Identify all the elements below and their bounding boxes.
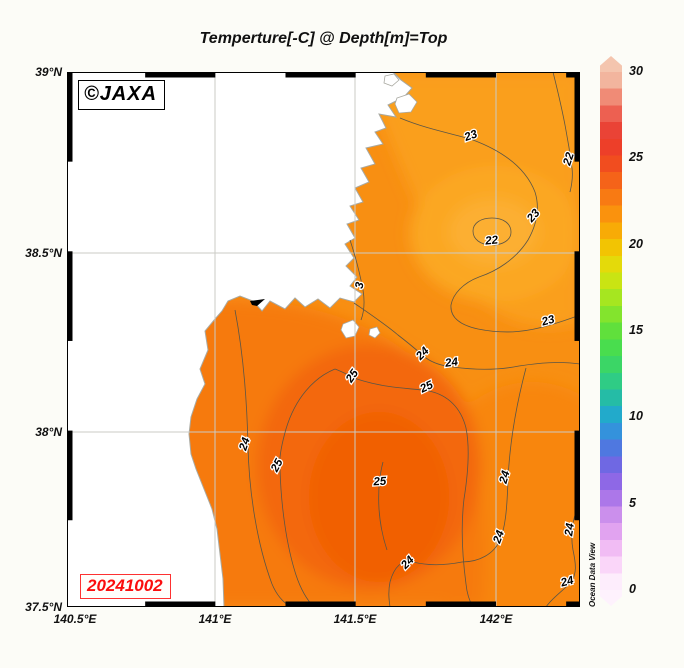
isotherm-contour-3 [349,239,365,321]
date-badge: 20241002 [80,574,171,599]
jaxa-watermark: ©JAXA [78,80,166,110]
isotherm-contour-5 [234,309,292,607]
isotherm-contour-2 [472,217,512,246]
border-bar-bottom [566,601,580,607]
contour-label-25: 25 [372,476,387,489]
isotherm-contour-8 [378,461,388,551]
x-tick-label: 140.5°E [53,612,97,626]
colorbar [600,72,622,590]
y-tick-label: 37.5°N [25,600,62,614]
island-1 [368,326,381,339]
island-3 [394,93,418,114]
colorbar-top-arrow [600,56,622,72]
contour-label-24: 24 [563,522,577,538]
contour-label-24: 24 [497,469,512,486]
contour-label-24: 24 [237,436,253,453]
colorbar-tick-label: 30 [629,64,643,78]
isotherm-contour-10 [545,501,580,607]
border-bar-left [67,251,73,341]
page-title: Temperture[-C] @ Depth[m]=Top [199,30,448,47]
border-bar-left [67,72,73,162]
isotherm-contour-0 [552,72,573,193]
y-tick-label: 39°N [35,65,62,79]
border-bar-bottom [285,601,356,607]
contour-label-22: 22 [561,151,577,168]
colorbar-tick-label: 10 [629,409,643,424]
border-bar-top [145,72,216,78]
border-bar-right [574,72,580,162]
border-bar-top [566,72,580,78]
border-bar-bottom [145,601,216,607]
border-bar-right [574,430,580,521]
landmass-honshu-coast [67,72,413,607]
map-plot-area: 23 22 23 22 3 23 24 24 25 25 24 25 24 25 24 24 24 24 ©JAX… [67,72,580,607]
contour-label-23: 23 [540,313,557,328]
colorbar-tick-label: 25 [629,150,643,165]
isotherm-contour-9 [388,367,527,607]
colorbar-tick-label: 5 [629,495,636,510]
border-bar-bottom [425,601,496,607]
isotherm-contour-4 [353,302,580,370]
contour-label-24: 24 [559,574,576,589]
colorbar-tick-label: 15 [629,323,643,337]
water-patch-22-inner [448,198,539,266]
x-tick-label: 141°E [198,612,232,626]
contour-label-3: 3 [354,281,367,290]
isotherm-contour-7 [334,368,474,607]
colorbar-tick-label: 20 [629,236,643,251]
island-2 [383,73,400,87]
y-tick-label: 38°N [35,425,62,439]
colorbar-bottom-arrow [600,590,622,606]
y-tick-label: 38.5°N [25,246,62,260]
contour-label-22: 22 [484,234,500,247]
x-tick-label: 141.5°E [333,612,377,626]
border-bar-left [67,430,73,521]
ocean-data-view-credit: Ocean Data View [588,542,597,607]
isotherm-contour-6 [279,368,336,607]
contour-label-24: 24 [443,356,459,370]
x-tick-label: 142°E [479,612,513,626]
plot-frame [67,72,580,607]
isotherm-contour-1 [399,117,580,333]
border-bar-right [574,251,580,341]
colorbar-tick-label: 0 [629,582,636,596]
border-bar-top [285,72,356,78]
border-bar-top [425,72,496,78]
coast-marker-icon [250,299,265,306]
